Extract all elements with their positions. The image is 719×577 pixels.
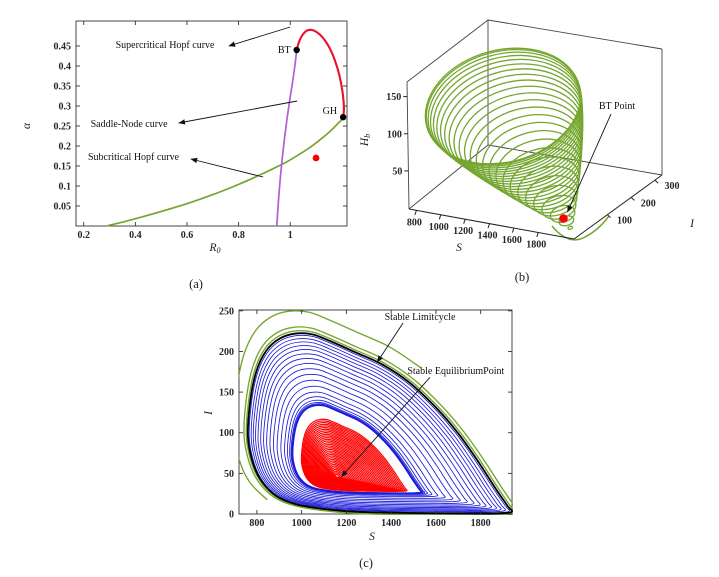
marker-label-GH-point: GH — [323, 106, 337, 117]
bt-point-arrow — [567, 113, 612, 213]
marker-label-BT-point: BT — [278, 45, 291, 56]
c-x-tick-label: 1200 — [336, 518, 356, 529]
y-tick-label: 0.05 — [54, 202, 72, 213]
annotation-arrow — [341, 377, 431, 477]
b-x-tick-label: 1600 — [502, 235, 522, 246]
b-z-tick-label: 100 — [387, 129, 402, 140]
x-tick-label: 0.6 — [181, 230, 194, 241]
b-x-tick-label: 1800 — [526, 240, 546, 251]
annotation-arrow — [178, 100, 298, 125]
y-tick-label: 0.35 — [54, 82, 72, 93]
y-axis-label-c: I — [203, 410, 215, 416]
c-x-tick-label: 1000 — [292, 518, 312, 529]
y-tick-label: 0.15 — [54, 162, 72, 173]
b-z-tick-label: 50 — [392, 166, 402, 177]
b-x-tick-label: 1400 — [478, 231, 498, 242]
axes-b — [408, 174, 663, 240]
annotation-text: Subcritical Hopf curve — [88, 152, 180, 163]
y-tick-label: 0.25 — [54, 122, 72, 133]
x-tick-label: 1 — [288, 230, 293, 241]
plot-box-a — [75, 20, 348, 227]
c-y-tick-label: 100 — [219, 428, 234, 439]
curve-stable-limit-cycle — [246, 332, 513, 515]
annotation-text: Supercritical Hopf curve — [116, 40, 215, 51]
panel-b-3d-limitcycle-plot: 800 1000 1200 1400 1600 1800 100 200 300 50 100 150… — [359, 19, 695, 254]
curve-spiralling-trajectories — [248, 334, 510, 514]
curve-saddle-node-curve — [275, 49, 298, 227]
b-x-tick-label: 1200 — [453, 226, 473, 237]
x-tick-label: 0.8 — [232, 230, 245, 241]
annotation-arrow — [376, 322, 404, 363]
b-x-tick-label: 1000 — [429, 222, 449, 233]
axis-ticks-a — [76, 21, 347, 226]
x-tick-label: 0.4 — [129, 230, 142, 241]
marker-hopf-marker — [312, 154, 320, 162]
annotation-arrow — [228, 26, 291, 47]
caption-b: (b) — [515, 270, 530, 284]
trajectory-tail — [551, 215, 610, 241]
z-axis-label-b: Hb — [359, 134, 372, 147]
c-y-tick-label: 200 — [219, 347, 234, 358]
caption-a: (a) — [189, 277, 203, 291]
c-x-tick-label: 1800 — [471, 518, 491, 529]
y-tick-label: 0.2 — [59, 142, 72, 153]
curves-c — [239, 310, 513, 515]
curve-equilibrium-attractor-trajectory — [300, 418, 408, 492]
c-y-tick-label: 150 — [219, 388, 234, 399]
y-tick-label: 0.45 — [54, 42, 72, 53]
annotation-arrow — [190, 157, 264, 178]
c-y-tick-label: 50 — [224, 469, 234, 480]
x-axis-label-c: S — [369, 531, 375, 543]
bt-point-label: BT Point — [599, 101, 635, 112]
b-y-tick-label: 300 — [664, 181, 679, 192]
bt-point-marker — [559, 214, 568, 223]
panel-a-bifurcation-diagram: 0.2 0.4 0.6 0.8 1 0.05 0.1 0.15 0.2 0.25 0.3 0.35 0.… — [21, 20, 348, 255]
axis-ticks-c — [239, 310, 512, 515]
curves-a — [107, 28, 346, 227]
c-x-tick-label: 1600 — [426, 518, 446, 529]
caption-c: (c) — [359, 556, 373, 570]
marker-GH-point — [339, 114, 347, 121]
b-y-tick-label: 100 — [617, 216, 632, 227]
b-x-tick-label: 800 — [407, 217, 422, 228]
marker-BT-point — [293, 46, 300, 54]
b-z-tick-label: 150 — [386, 92, 401, 103]
y-tick-label: 0.4 — [59, 62, 72, 73]
c-x-tick-label: 1400 — [381, 518, 401, 529]
annotation-text: Stable Limitcycle — [385, 312, 456, 323]
y-tick-label: 0.1 — [59, 182, 72, 193]
panel-c-phase-portrait: 800 1000 1200 1400 1600 1800 0 50 100 150 200 250 S I… — [203, 306, 513, 543]
curve-supercritical-hopf-curve — [295, 28, 346, 119]
c-x-tick-label: 800 — [249, 518, 264, 529]
y-axis-label-b: I — [689, 218, 695, 230]
x-tick-label: 0.2 — [77, 230, 90, 241]
y-tick-label: 0.3 — [59, 102, 72, 113]
c-y-tick-label: 250 — [219, 306, 234, 317]
curve-subcritical-hopf-curve — [107, 116, 344, 227]
c-y-tick-label: 0 — [229, 510, 234, 521]
b-y-tick-label: 200 — [641, 198, 656, 209]
annotation-text: Saddle-Node curve — [91, 119, 168, 130]
annotation-text: Stable EquilibriumPoint — [407, 366, 504, 377]
x-axis-label-b: S — [456, 242, 462, 254]
x-axis-label-a: R0 — [208, 242, 220, 255]
y-axis-label-a: α — [21, 122, 33, 129]
trajectory-funnel — [424, 47, 584, 230]
